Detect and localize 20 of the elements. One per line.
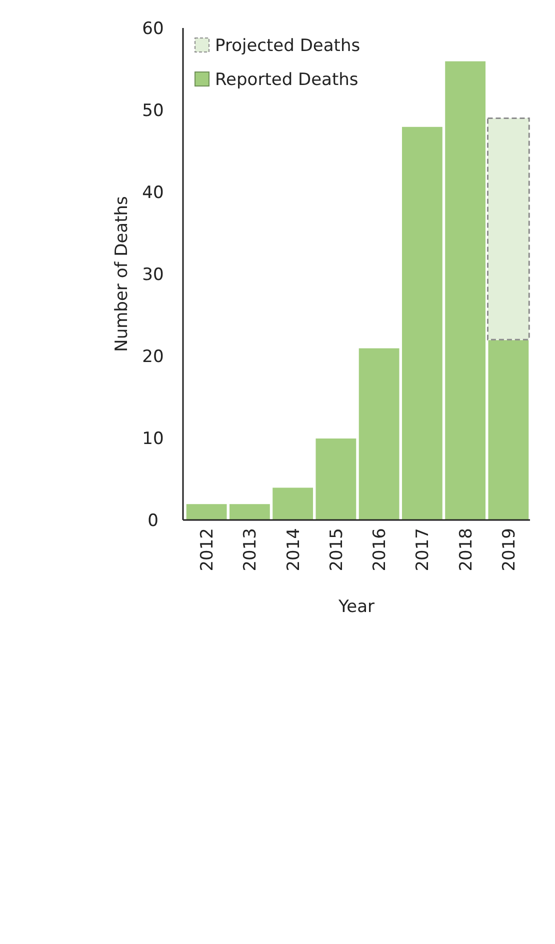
y-tick-label: 40 (142, 182, 164, 203)
y-tick-label: 60 (142, 18, 164, 39)
x-tick-label: 2013 (240, 528, 261, 572)
x-tick-label: 2016 (370, 528, 390, 572)
x-tick-label: 2017 (413, 528, 434, 572)
legend-label: Projected Deaths (215, 36, 360, 56)
bar (486, 117, 530, 340)
y-tick-label: 20 (142, 346, 164, 367)
y-axis-title: Number of Deaths (112, 196, 132, 352)
x-tick-label: 2018 (456, 528, 476, 572)
y-tick-label: 30 (142, 264, 164, 285)
y-tick-label: 50 (142, 100, 164, 121)
y-tick-label: 0 (148, 510, 158, 531)
y-tick-label: 10 (142, 428, 164, 449)
legend-label: Reported Deaths (215, 70, 358, 90)
x-axis-title: Year (338, 597, 375, 617)
x-tick-label: 2012 (198, 528, 218, 572)
x-tick-label: 2019 (499, 528, 520, 572)
x-tick-label: 2015 (326, 528, 347, 572)
x-tick-label: 2014 (284, 528, 304, 572)
